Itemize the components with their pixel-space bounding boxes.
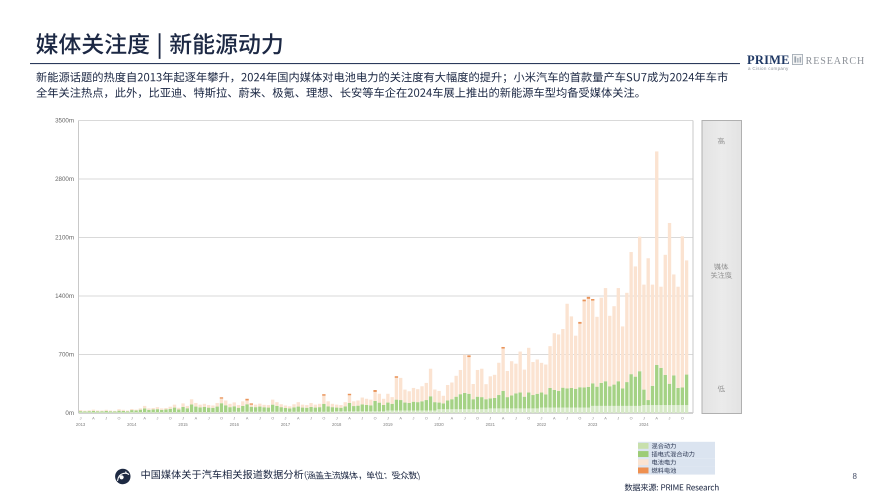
svg-text:J: J: [80, 417, 82, 421]
svg-text:J: J: [387, 417, 389, 421]
svg-text:O: O: [630, 417, 633, 421]
svg-text:J: J: [541, 417, 543, 421]
svg-text:J: J: [361, 417, 363, 421]
svg-text:0m: 0m: [65, 410, 74, 417]
svg-text:O: O: [271, 417, 274, 421]
svg-text:3500m: 3500m: [55, 118, 74, 125]
svg-text:J: J: [208, 417, 210, 421]
svg-text:O: O: [527, 417, 530, 421]
svg-text:2023: 2023: [588, 422, 598, 427]
svg-text:2019: 2019: [383, 422, 393, 427]
svg-text:2014: 2014: [127, 422, 137, 427]
svg-text:2022: 2022: [537, 422, 547, 427]
svg-text:O: O: [322, 417, 325, 421]
svg-text:J: J: [336, 417, 338, 421]
svg-text:J: J: [131, 417, 133, 421]
svg-text:A: A: [348, 417, 351, 421]
svg-text:J: J: [182, 417, 184, 421]
svg-text:2013: 2013: [76, 422, 86, 427]
svg-text:A: A: [553, 417, 556, 421]
svg-text:2021: 2021: [486, 422, 496, 427]
svg-text:A: A: [655, 417, 658, 421]
svg-text:J: J: [464, 417, 466, 421]
svg-text:A: A: [502, 417, 505, 421]
svg-text:J: J: [489, 417, 491, 421]
svg-text:2016: 2016: [230, 422, 240, 427]
svg-text:A: A: [92, 417, 95, 421]
svg-text:O: O: [578, 417, 581, 421]
svg-text:A: A: [195, 417, 198, 421]
svg-text:700m: 700m: [59, 352, 74, 359]
svg-text:2024: 2024: [639, 422, 649, 427]
svg-text:2100m: 2100m: [55, 235, 74, 242]
svg-text:A: A: [143, 417, 146, 421]
svg-text:A: A: [451, 417, 454, 421]
svg-text:2020: 2020: [434, 422, 444, 427]
svg-text:J: J: [643, 417, 645, 421]
svg-text:O: O: [681, 417, 684, 421]
svg-text:O: O: [118, 417, 121, 421]
svg-text:O: O: [374, 417, 377, 421]
svg-text:A: A: [246, 417, 249, 421]
svg-text:O: O: [425, 417, 428, 421]
svg-text:J: J: [515, 417, 517, 421]
svg-text:J: J: [105, 417, 107, 421]
svg-text:J: J: [669, 417, 671, 421]
svg-text:J: J: [592, 417, 594, 421]
svg-text:J: J: [617, 417, 619, 421]
svg-text:2800m: 2800m: [55, 176, 74, 183]
svg-text:1400m: 1400m: [55, 293, 74, 300]
svg-text:J: J: [233, 417, 235, 421]
svg-text:J: J: [310, 417, 312, 421]
svg-text:J: J: [285, 417, 287, 421]
svg-text:J: J: [413, 417, 415, 421]
svg-text:O: O: [169, 417, 172, 421]
svg-text:2018: 2018: [332, 422, 342, 427]
svg-text:J: J: [566, 417, 568, 421]
svg-text:O: O: [220, 417, 223, 421]
svg-text:J: J: [156, 417, 158, 421]
svg-text:O: O: [476, 417, 479, 421]
svg-text:2015: 2015: [178, 422, 188, 427]
svg-text:J: J: [438, 417, 440, 421]
svg-text:J: J: [259, 417, 261, 421]
svg-text:A: A: [399, 417, 402, 421]
svg-text:2017: 2017: [281, 422, 291, 427]
svg-text:A: A: [604, 417, 607, 421]
svg-text:A: A: [297, 417, 300, 421]
